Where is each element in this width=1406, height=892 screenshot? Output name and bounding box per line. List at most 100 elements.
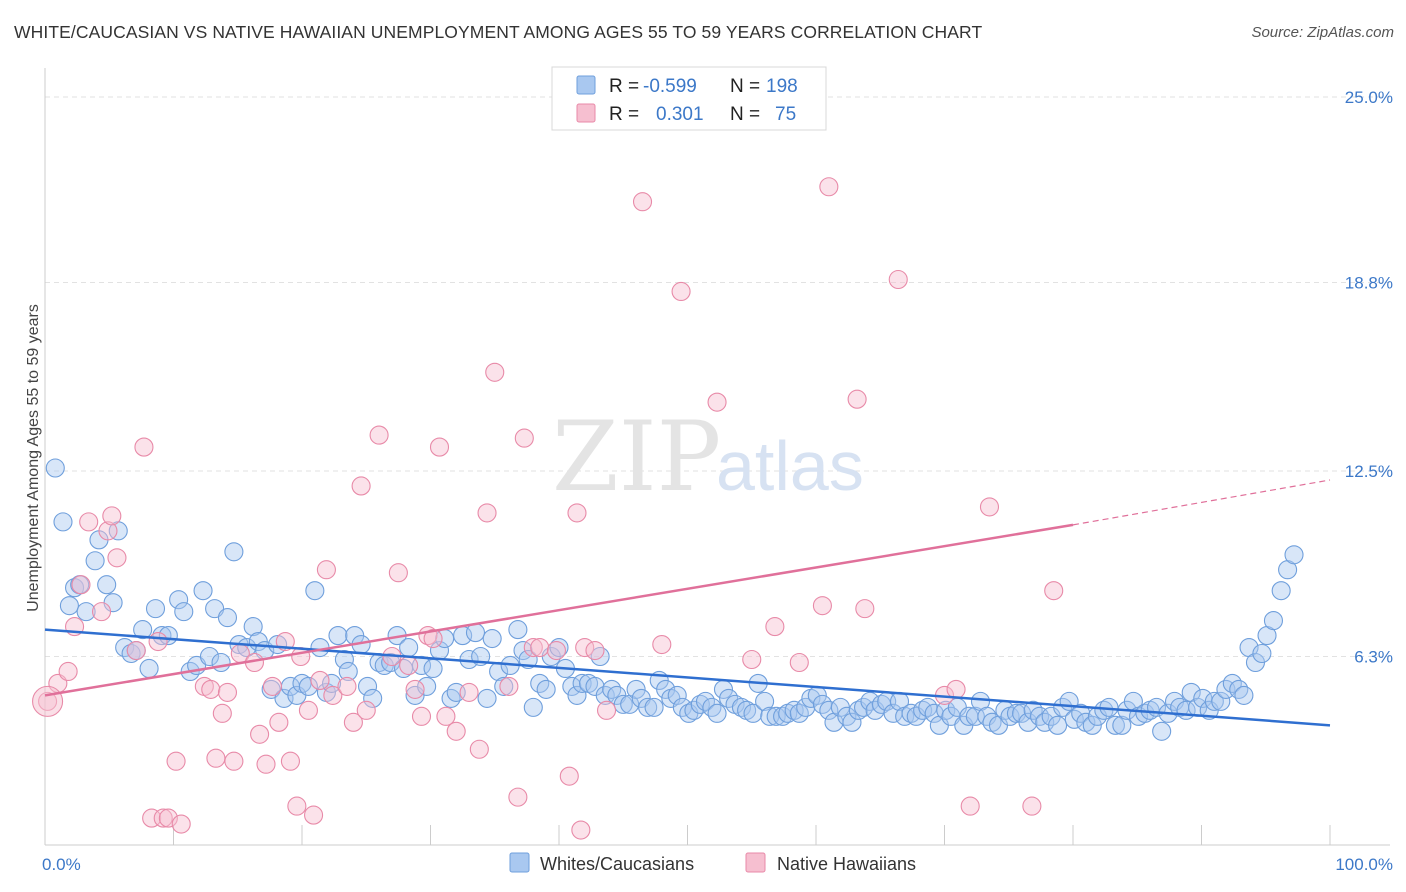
whites-point-70 xyxy=(477,688,497,708)
hawaiians-point-19 xyxy=(201,679,221,699)
hawaiians-point-31 xyxy=(280,751,300,771)
hawaiians-point-23 xyxy=(224,751,244,771)
whites-point-60 xyxy=(417,676,437,696)
x-tick-labels: 0.0% 100.0% xyxy=(42,855,1393,874)
hawaiians-point-7 xyxy=(98,521,118,541)
hawaiians-point-38 xyxy=(323,685,343,705)
whites-point-131 xyxy=(837,706,857,726)
hawaiians-point-79 xyxy=(847,389,867,409)
whites-point-108 xyxy=(702,697,722,717)
y-axis-label: Unemployment Among Ages 55 to 59 years xyxy=(25,304,42,612)
legend-n-label: N = xyxy=(730,76,760,97)
whites-point-14 xyxy=(133,620,153,640)
hawaiians-point-85 xyxy=(979,497,1000,517)
hawaiians-point-55 xyxy=(469,739,489,759)
whites-point-178 xyxy=(1112,715,1132,735)
hawaiians-point-34 xyxy=(298,700,318,720)
whites-point-194 xyxy=(1204,691,1224,711)
whites-point-198 xyxy=(1229,679,1249,699)
hawaiians-point-47 xyxy=(405,679,425,699)
hawaiians-point-12 xyxy=(142,808,162,828)
top-legend: R = -0.599 N = 198 R = 0.301 N = 75 xyxy=(551,66,827,131)
hawaiians-point-14 xyxy=(153,808,173,828)
hawaiians-point-80 xyxy=(855,599,875,619)
hawaiians-point-35 xyxy=(304,805,324,825)
hawaiians-point-43 xyxy=(369,425,389,445)
whites-point-128 xyxy=(819,700,839,720)
hawaiians-point-37 xyxy=(316,560,336,580)
whites-point-106 xyxy=(690,694,710,714)
hawaiians-point-77 xyxy=(812,596,832,616)
whites-point-73 xyxy=(494,676,514,696)
bottom-legend-swatch-hawaiians xyxy=(745,852,766,873)
whites-point-120 xyxy=(773,706,793,726)
whites-point-146 xyxy=(924,703,944,723)
hawaiians-point-66 xyxy=(571,820,591,840)
hawaiians-point-86 xyxy=(1022,796,1042,816)
whites-point-109 xyxy=(707,703,727,723)
whites-point-164 xyxy=(1030,706,1050,726)
legend-r-label: R = xyxy=(609,76,639,97)
hawaiians-point-17 xyxy=(171,814,191,834)
hawaiians-point-64 xyxy=(559,766,579,786)
whites-point-167 xyxy=(1048,715,1068,735)
whites-point-97 xyxy=(638,697,658,717)
hawaiians-point-57 xyxy=(485,362,505,382)
hawaiians-point-73 xyxy=(707,392,727,412)
hawaiians-point-50 xyxy=(423,629,443,649)
hawaiians-point-36 xyxy=(310,670,330,690)
whites-point-202 xyxy=(1252,643,1272,664)
whites-point-26 xyxy=(211,652,231,673)
whites-point-19 xyxy=(169,590,189,610)
hawaiians-point-40 xyxy=(343,712,363,732)
whites-point-75 xyxy=(508,620,528,640)
bottom-legend-label-whites: Whites/Caucasians xyxy=(540,854,694,874)
whites-point-24 xyxy=(199,646,220,667)
legend-r-value-whites: -0.599 xyxy=(643,76,697,97)
hawaiians-point-52 xyxy=(436,706,456,726)
whites-point-27 xyxy=(217,608,238,628)
hawaiians-point-76 xyxy=(789,652,809,673)
trend-lines xyxy=(44,479,1331,727)
hawaiians-point-72 xyxy=(671,281,691,302)
y-tick-label-0: 6.3% xyxy=(1354,648,1393,667)
hawaiians-point-41 xyxy=(351,476,371,496)
whites-point-57 xyxy=(399,637,419,658)
hawaiians-point-70 xyxy=(632,192,653,212)
whites-point-142 xyxy=(901,703,921,723)
whites-point-205 xyxy=(1271,581,1291,601)
source-label: Source: ZipAtlas.com xyxy=(1251,24,1394,41)
whites-point-6 xyxy=(85,551,105,571)
hawaiians-point-45 xyxy=(388,563,408,583)
whites-point-93 xyxy=(613,694,633,714)
legend-r-label: R = xyxy=(609,104,639,125)
whites-point-132 xyxy=(842,712,862,732)
watermark-zip: ZIP xyxy=(552,401,721,513)
hawaiians-point-74 xyxy=(742,649,762,670)
whites-point-40 xyxy=(298,676,318,696)
legend-swatch-whites xyxy=(576,75,596,95)
whites-point-45 xyxy=(328,626,348,646)
whites-point-204 xyxy=(1263,611,1284,631)
whites-point-12 xyxy=(121,643,141,664)
whites-point-80 xyxy=(536,679,556,699)
whites-point-185 xyxy=(1152,721,1172,741)
whites-point-173 xyxy=(1082,715,1102,735)
whites-point-102 xyxy=(667,685,687,705)
hawaiians-point-11 xyxy=(134,437,154,457)
hawaiians-point-87 xyxy=(1044,581,1064,601)
hawaiians-point-21 xyxy=(212,703,232,723)
y-tick-labels: 6.3% 12.5% 18.8% 25.0% xyxy=(1345,88,1393,667)
whites-point-117 xyxy=(755,691,775,711)
bottom-legend: Whites/Caucasians Native Hawaiians xyxy=(509,852,916,874)
whites-point-207 xyxy=(1284,545,1304,565)
hawaiians-trend-line xyxy=(44,523,1074,697)
bottom-legend-label-hawaiians: Native Hawaiians xyxy=(777,854,916,874)
legend-swatch-hawaiians xyxy=(576,103,596,123)
whites-point-41 xyxy=(305,581,325,601)
hawaiians-point-75 xyxy=(765,617,785,637)
whites-point-64 xyxy=(441,688,461,708)
hawaiians-point-27 xyxy=(256,754,276,774)
legend-n-label: N = xyxy=(730,104,760,125)
hawaiians-point-54 xyxy=(459,682,479,702)
